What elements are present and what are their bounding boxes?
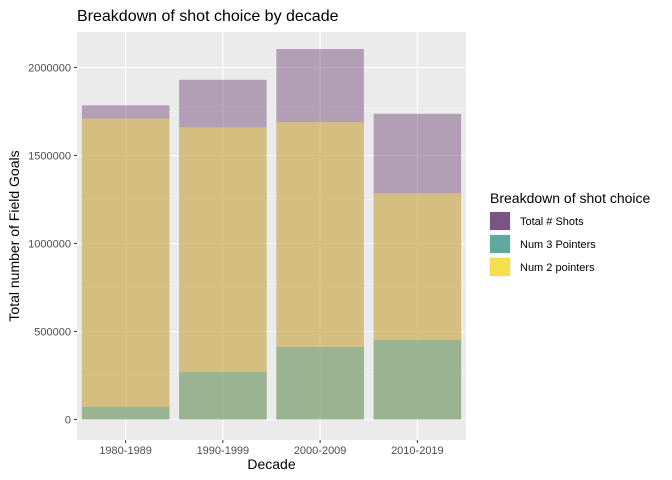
chart-title: Breakdown of shot choice by decade: [77, 8, 339, 25]
bar-num-3-pointers-2000-2009: [276, 346, 364, 420]
x-axis-title: Decade: [247, 456, 295, 472]
bar-num-3-pointers-2010-2019: [373, 339, 462, 420]
legend-swatch: [490, 258, 510, 276]
bar-num-3-pointers-1990-1999: [179, 371, 267, 420]
y-tick-label: 1500000: [28, 151, 71, 163]
bars-layer: [81, 49, 462, 420]
y-tick-label: 2000000: [28, 63, 71, 75]
x-axis: 1980-1989 1990-1999 2000-2009 2010-2019: [99, 440, 444, 457]
legend-swatch: [490, 212, 510, 230]
bar-num-2-pointers-1990-1999: [179, 127, 267, 420]
legend-label: Num 2 pointers: [520, 262, 595, 274]
y-tick-label: 500000: [34, 327, 71, 339]
legend-swatch: [490, 235, 510, 253]
bar-num-3-pointers-1980-1989: [81, 406, 170, 420]
legend: Breakdown of shot choice Total # Shots Nu…: [489, 190, 651, 277]
x-tick-label: 2010-2019: [391, 445, 444, 457]
y-axis: 0 500000 1000000 1500000 2000000: [28, 63, 77, 427]
bar-num-2-pointers-1980-1989: [81, 118, 170, 420]
x-tick-label: 2000-2009: [294, 445, 347, 457]
legend-title: Breakdown of shot choice: [490, 190, 651, 206]
legend-label: Num 3 Pointers: [520, 239, 596, 251]
x-tick-label: 1980-1989: [99, 445, 152, 457]
x-tick-label: 1990-1999: [197, 445, 250, 457]
y-axis-title: Total number of Field Goals: [6, 150, 22, 321]
legend-label: Total # Shots: [520, 216, 584, 228]
y-tick-label: 1000000: [28, 239, 71, 251]
y-tick-label: 0: [65, 415, 71, 427]
